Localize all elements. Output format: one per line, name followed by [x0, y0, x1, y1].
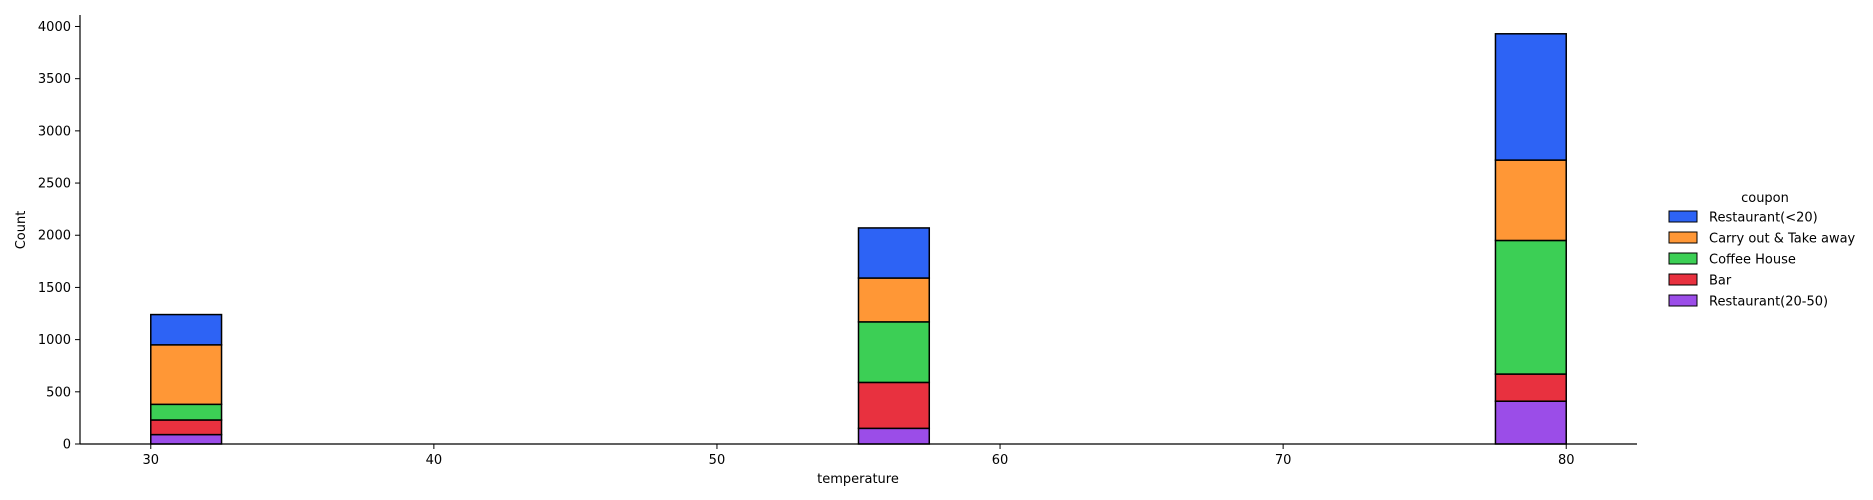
legend-label: Carry out & Take away	[1709, 232, 1856, 247]
y-tick-label: 1500	[38, 281, 71, 296]
y-tick-label: 3000	[38, 124, 71, 139]
x-axis: 30 40 50 60 70 80	[80, 443, 1637, 468]
y-axis: 0 500 1000 1500 2000 2500 3000 3500 4000	[38, 15, 81, 453]
legend-label: Bar	[1709, 274, 1732, 289]
legend-swatch-restaurant-20-50-	[1668, 294, 1698, 307]
bar-segment-restaurant-20-50--bin-2	[1494, 400, 1567, 445]
bar-segment-restaurant-20--bin-1	[857, 227, 931, 279]
legend-swatch-restaurant-20-	[1668, 210, 1698, 223]
x-tick-label: 60	[992, 453, 1009, 468]
bar-segment-bar-bin-2	[1494, 373, 1567, 402]
x-tick-label: 50	[709, 453, 726, 468]
legend-swatch-carry-out-take-away	[1668, 231, 1698, 244]
legend-label: Restaurant(<20)	[1709, 211, 1818, 226]
y-tick-label: 4000	[38, 20, 71, 35]
bar-segment-coffee-house-bin-1	[857, 321, 931, 384]
legend-label: Coffee House	[1709, 253, 1796, 268]
bar-segment-restaurant-20--bin-0	[150, 313, 223, 346]
plot-area	[150, 33, 1567, 445]
legend-swatch-bar	[1668, 273, 1698, 286]
bar-segment-carry-out-take-away-bin-1	[857, 277, 931, 323]
bar-segment-carry-out-take-away-bin-0	[150, 344, 223, 406]
bar-segment-carry-out-take-away-bin-2	[1494, 159, 1567, 242]
bar-segment-coffee-house-bin-0	[150, 403, 223, 421]
y-tick-label: 1000	[38, 333, 71, 348]
bar-segment-coffee-house-bin-2	[1494, 239, 1567, 375]
legend-swatch-coffee-house	[1668, 252, 1698, 265]
x-tick-label: 80	[1558, 453, 1575, 468]
bar-segment-restaurant-20-50--bin-1	[857, 427, 931, 445]
bar-segment-restaurant-20--bin-2	[1494, 33, 1567, 161]
y-axis-label: Count	[14, 211, 29, 250]
x-tick-label: 40	[426, 453, 443, 468]
x-axis-label: temperature	[817, 472, 899, 487]
bar-segment-bar-bin-1	[857, 381, 931, 430]
legend-title: coupon	[1741, 191, 1789, 206]
bar-segment-restaurant-20-50--bin-0	[150, 433, 223, 445]
y-tick-label: 2000	[38, 229, 71, 244]
y-tick-label: 0	[63, 438, 71, 453]
x-tick-label: 70	[1275, 453, 1292, 468]
x-tick-label: 30	[142, 453, 159, 468]
y-tick-label: 2500	[38, 177, 71, 192]
bar-segment-bar-bin-0	[150, 419, 223, 436]
legend: coupon Restaurant(<20) Carry out & Take a…	[1668, 191, 1856, 310]
legend-label: Restaurant(20-50)	[1709, 295, 1828, 310]
y-tick-label: 500	[46, 385, 71, 400]
y-tick-label: 3500	[38, 72, 71, 87]
